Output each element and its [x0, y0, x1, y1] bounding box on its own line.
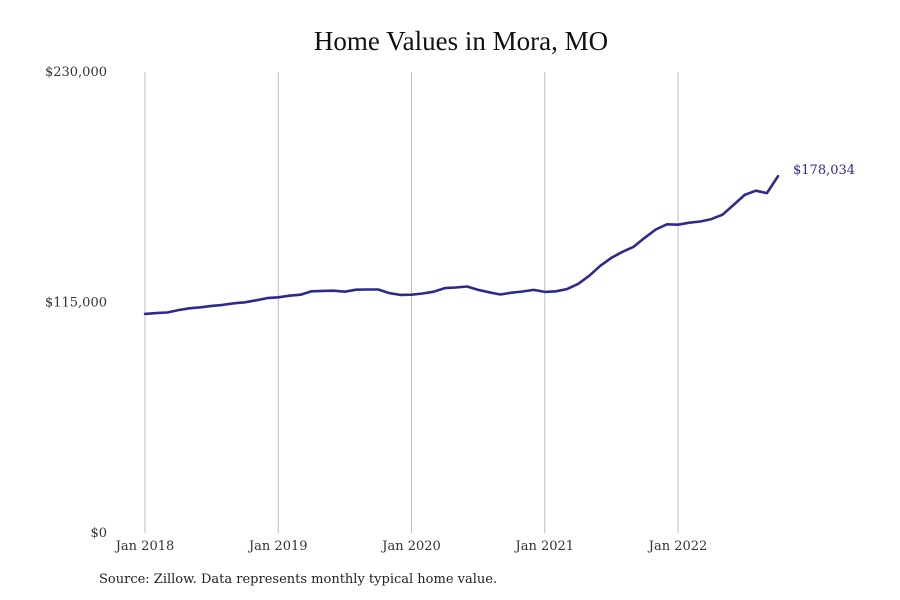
series-layer: $178,034 [143, 163, 855, 316]
series-line [143, 174, 780, 316]
x-tick-label: Jan 2021 [514, 539, 575, 554]
end-value-label: $178,034 [793, 163, 855, 178]
y-tick-label: $230,000 [45, 65, 107, 80]
y-tick-label: $115,000 [45, 296, 107, 311]
x-tick-label: Jan 2018 [114, 539, 175, 554]
y-axis-ticks: $0 $115,000 $230,000 [45, 65, 107, 541]
x-axis-ticks: Jan 2018 Jan 2019 Jan 2020 Jan 2021 Jan 2022 [114, 539, 708, 554]
x-tick-label: Jan 2022 [647, 539, 708, 554]
x-tick-label: Jan 2019 [247, 539, 308, 554]
x-tick-label: Jan 2020 [380, 539, 441, 554]
source-note: Source: Zillow. Data represents monthly … [99, 572, 498, 587]
chart-title: Home Values in Mora, MO [313, 26, 609, 56]
y-tick-label: $0 [90, 526, 107, 541]
grid-lines [144, 72, 679, 533]
